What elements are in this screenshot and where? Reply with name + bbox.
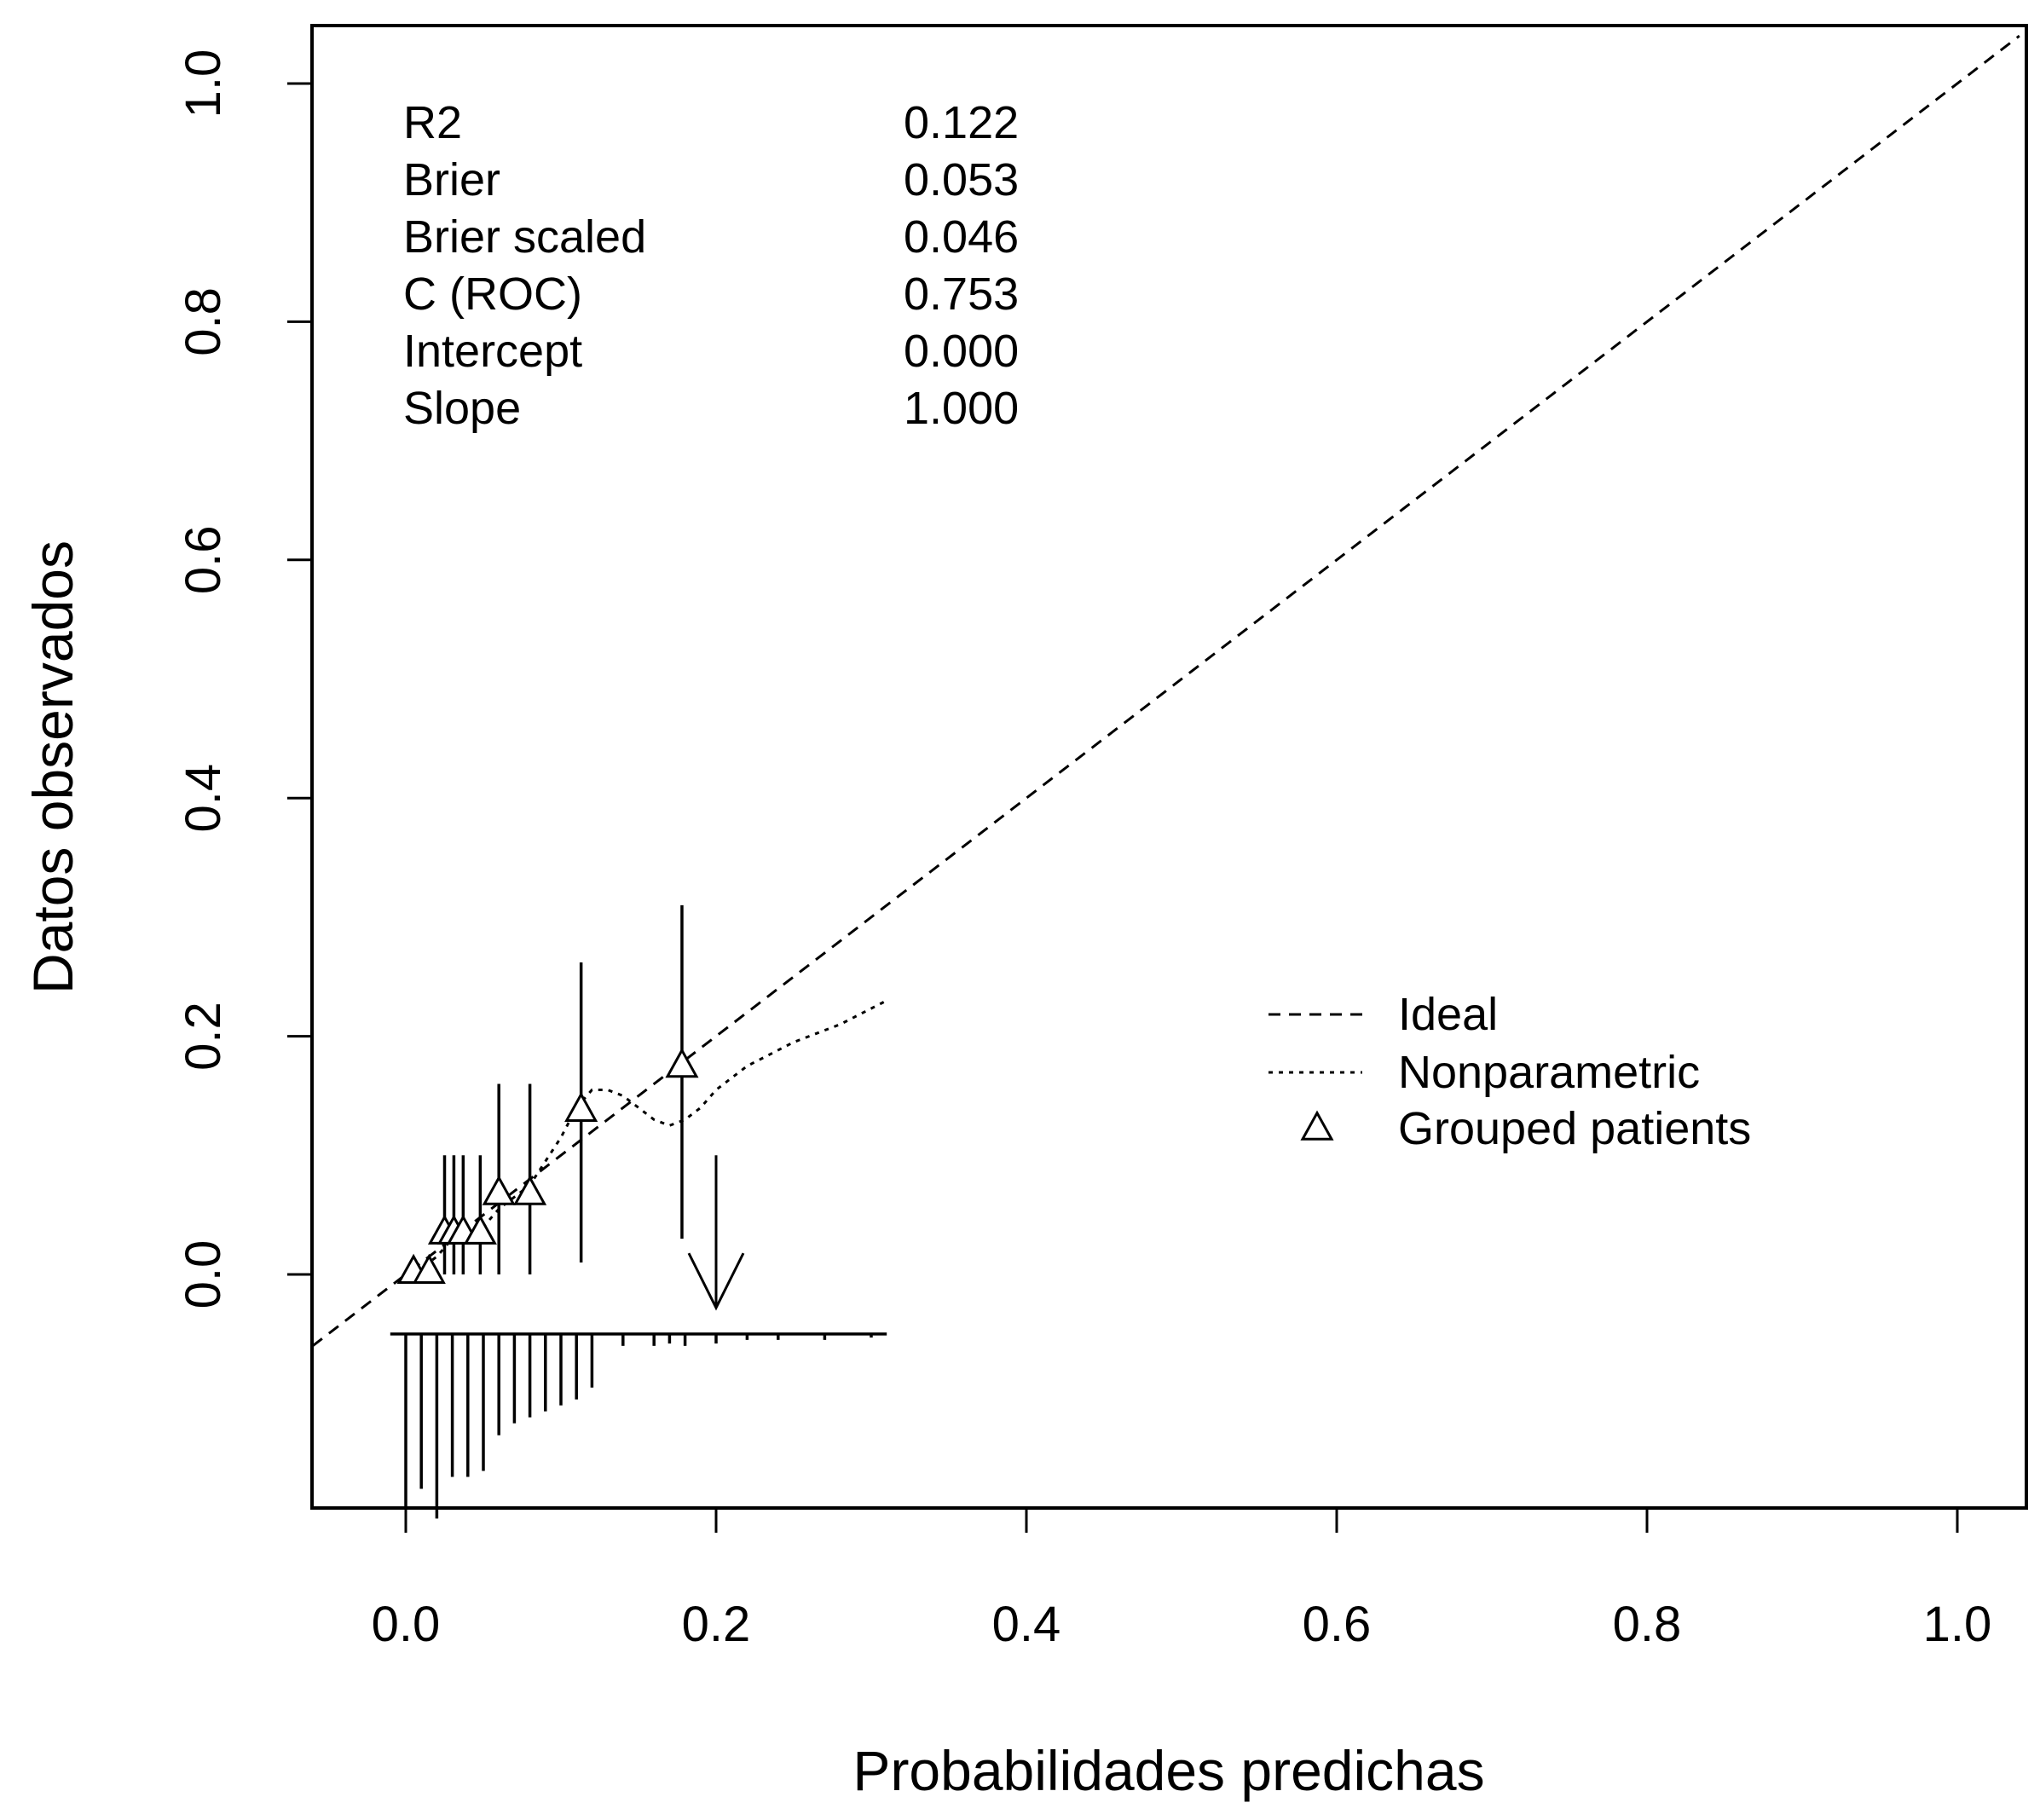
series-line-ideal [312,34,2020,1348]
stat-value: 0.122 [904,97,1019,148]
grouped-point [564,1091,598,1122]
series-layer [312,34,2020,1348]
stat-label: Intercept [403,326,582,377]
y-tick-label: 0.0 [176,1240,231,1309]
spike-histogram [390,1332,887,1519]
legend-label: Nonparametric [1398,1047,1700,1098]
plot-frame [310,24,2028,1510]
stat-value: 0.046 [904,211,1019,263]
arrow-head [687,1252,745,1311]
y-tick-label: 0.2 [176,1002,231,1071]
stat-label: Slope [403,383,521,434]
stats-table: R2 0.122 Brier 0.053 Brier scaled 0.046 C (ROC… [403,97,1019,434]
stat-label: Brier scaled [403,211,646,263]
stat-label: C (ROC) [403,269,582,320]
series-line-nonparametric [405,999,887,1276]
stat-value: 1.000 [904,383,1019,434]
legend-label: Ideal [1398,989,1498,1040]
x-tick-label: 0.4 [992,1597,1061,1652]
stat-value: 0.753 [904,269,1019,320]
legend-symbol-triangle [1300,1110,1334,1141]
stat-value: 0.000 [904,326,1019,377]
stat-value: 0.053 [904,154,1019,205]
arrow-marker [687,1155,745,1311]
y-tick-label: 0.4 [176,764,231,833]
stat-label: Brier [403,154,500,205]
axis-ticks: 0.0 0.2 0.4 0.6 0.8 1.0 0.0 0.2 0.4 0.6 0.8 1.0 [176,49,1991,1652]
x-tick-label: 1.0 [1923,1597,1992,1652]
grouped-point [665,1048,699,1078]
y-axis-title: Datos observados [21,540,84,994]
y-tick-label: 0.6 [176,525,231,594]
x-tick-label: 0.0 [372,1597,441,1652]
grouped-point [513,1175,547,1205]
grouped-point [412,1253,446,1284]
y-tick-label: 1.0 [176,49,231,118]
x-tick-label: 0.6 [1303,1597,1372,1652]
x-axis-title: Probabilidades predichas [852,1739,1484,1802]
grouped-point [463,1214,497,1245]
grouped-point [482,1175,516,1205]
stat-label: R2 [403,97,462,148]
y-tick-label: 0.8 [176,287,231,356]
legend-label: Grouped patients [1398,1103,1751,1154]
x-tick-label: 0.8 [1613,1597,1682,1652]
grouped-points-layer [396,904,699,1284]
x-tick-label: 0.2 [682,1597,751,1652]
